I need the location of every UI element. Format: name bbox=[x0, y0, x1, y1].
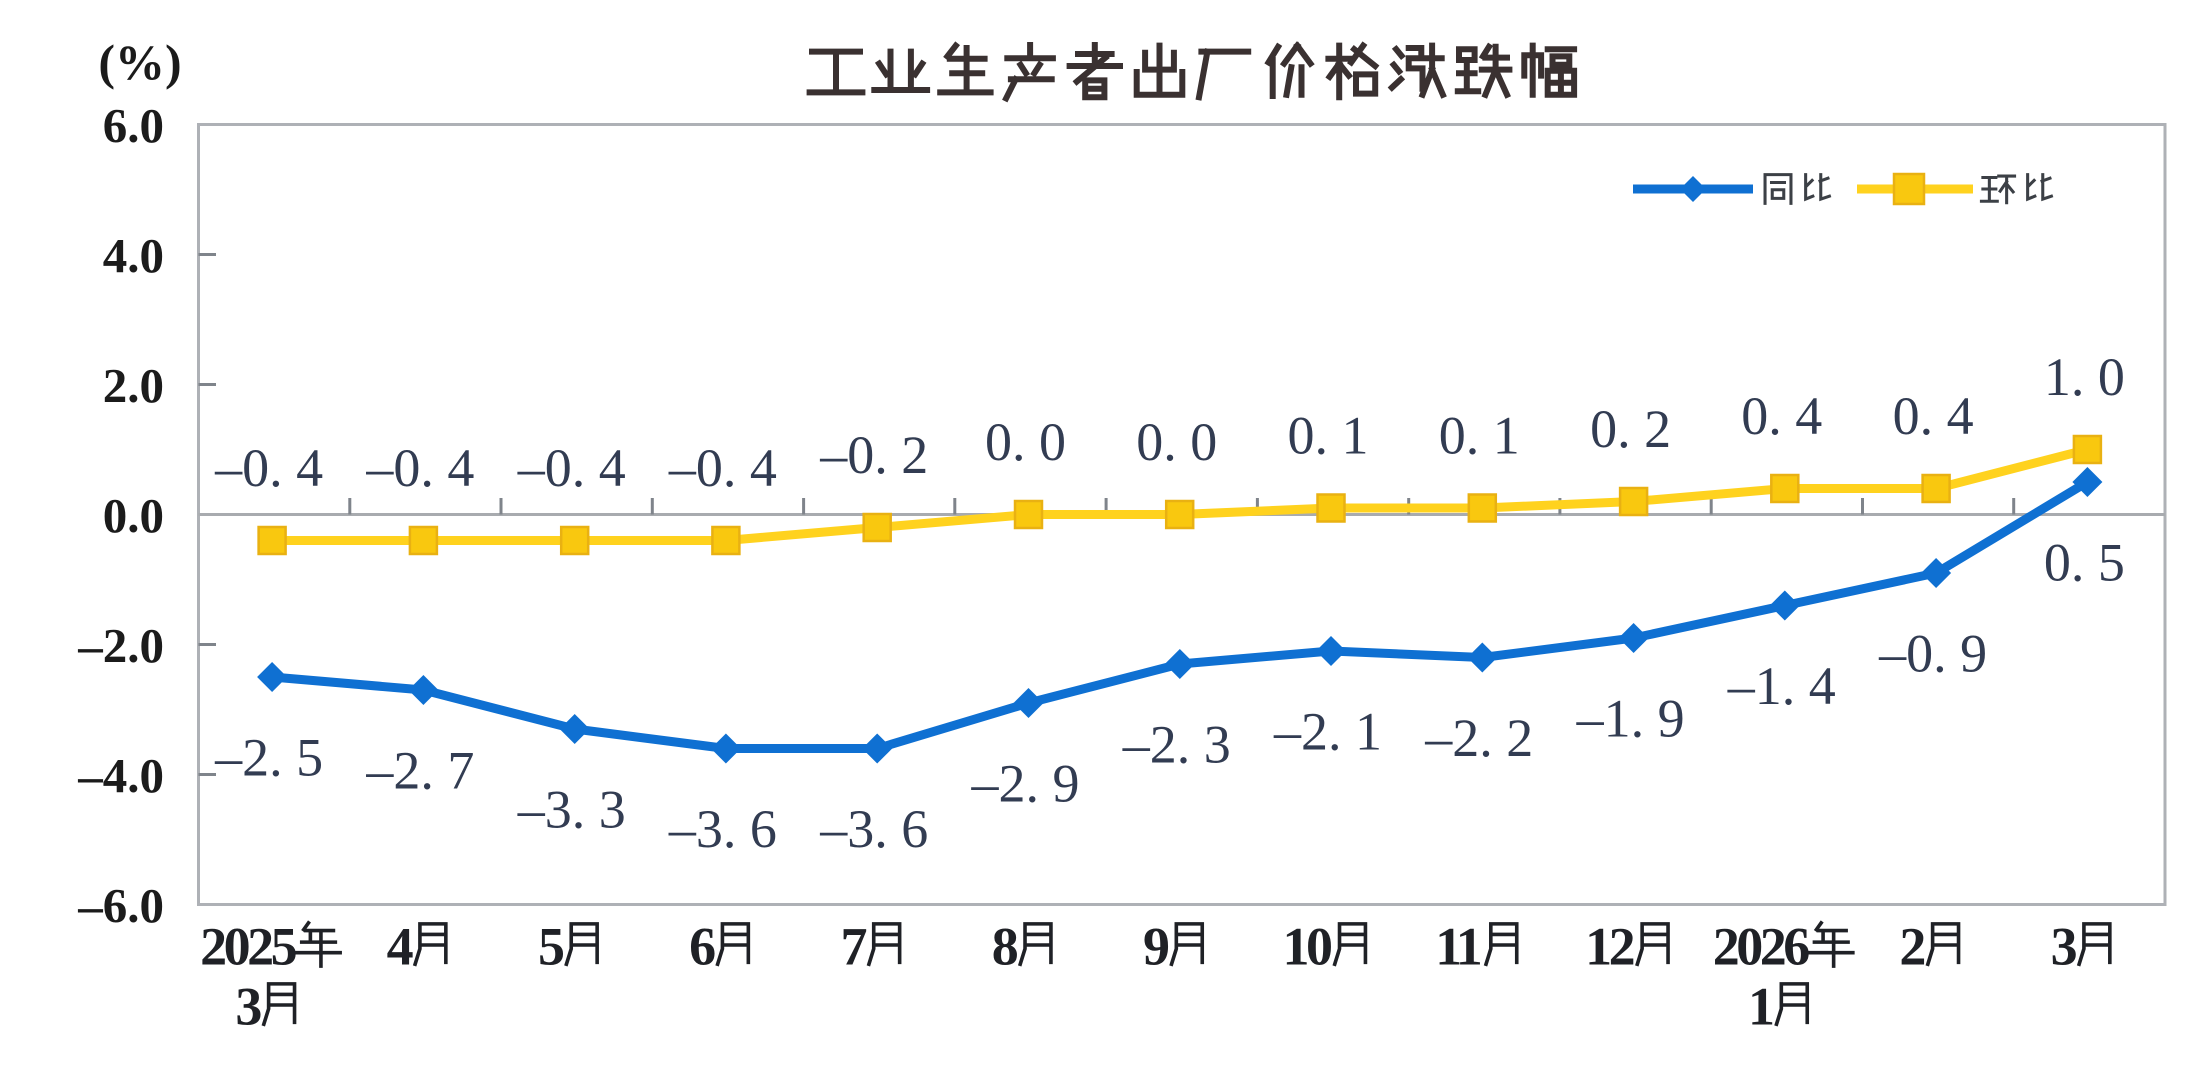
svg-text:–0. 4: –0. 4 bbox=[365, 438, 474, 498]
svg-text:–2. 3: –2. 3 bbox=[1122, 714, 1231, 774]
svg-text:–0. 4: –0. 4 bbox=[668, 438, 777, 498]
svg-text:–3. 6: –3. 6 bbox=[819, 799, 928, 859]
svg-text:0. 4: 0. 4 bbox=[1741, 386, 1822, 446]
svg-text:–0. 9: –0. 9 bbox=[1878, 623, 1987, 683]
svg-text:–2. 9: –2. 9 bbox=[971, 753, 1080, 813]
svg-text:4.0: 4.0 bbox=[103, 228, 164, 283]
svg-text:0. 1: 0. 1 bbox=[1288, 405, 1369, 465]
svg-text:0. 4: 0. 4 bbox=[1893, 386, 1974, 446]
svg-text:–1. 9: –1. 9 bbox=[1576, 688, 1685, 748]
svg-text:–2.0: –2.0 bbox=[77, 618, 164, 673]
svg-text:2.0: 2.0 bbox=[103, 358, 164, 413]
svg-text:12: 12 bbox=[1585, 916, 1634, 976]
svg-text:8: 8 bbox=[992, 916, 1018, 976]
svg-text:1: 1 bbox=[1748, 976, 1773, 1036]
svg-text:0. 0: 0. 0 bbox=[1136, 412, 1217, 472]
svg-text:–1. 4: –1. 4 bbox=[1727, 656, 1836, 716]
svg-text:–0. 4: –0. 4 bbox=[214, 438, 323, 498]
svg-text:3: 3 bbox=[235, 976, 261, 1036]
svg-text:–2. 5: –2. 5 bbox=[214, 727, 323, 787]
svg-text:0. 5: 0. 5 bbox=[2044, 532, 2125, 592]
svg-text:–2. 1: –2. 1 bbox=[1273, 701, 1382, 761]
svg-text:4: 4 bbox=[387, 916, 413, 976]
svg-text:10: 10 bbox=[1283, 916, 1332, 976]
svg-text:11: 11 bbox=[1435, 916, 1481, 976]
svg-text:2: 2 bbox=[1899, 916, 1924, 976]
svg-text:–0. 2: –0. 2 bbox=[819, 425, 928, 485]
svg-text:2026: 2026 bbox=[1713, 916, 1810, 976]
svg-text:1. 0: 1. 0 bbox=[2044, 347, 2125, 407]
svg-text:0.0: 0.0 bbox=[103, 488, 164, 543]
svg-text:–3. 6: –3. 6 bbox=[668, 799, 777, 859]
svg-text:–4.0: –4.0 bbox=[77, 748, 164, 803]
svg-text:–6.0: –6.0 bbox=[77, 878, 164, 933]
svg-text:0. 2: 0. 2 bbox=[1590, 399, 1671, 459]
svg-text:0. 0: 0. 0 bbox=[985, 412, 1066, 472]
svg-text:6.0: 6.0 bbox=[103, 98, 164, 153]
svg-text:–3. 3: –3. 3 bbox=[517, 779, 626, 839]
svg-text:6: 6 bbox=[689, 916, 715, 976]
svg-text:(%): (%) bbox=[98, 34, 181, 90]
svg-text:5: 5 bbox=[538, 916, 564, 976]
svg-text:0. 1: 0. 1 bbox=[1439, 405, 1520, 465]
svg-text:9: 9 bbox=[1143, 916, 1169, 976]
svg-text:2025: 2025 bbox=[200, 916, 297, 976]
svg-text:–2. 2: –2. 2 bbox=[1424, 708, 1533, 768]
svg-text:–0. 4: –0. 4 bbox=[517, 438, 626, 498]
svg-text:7: 7 bbox=[840, 916, 866, 976]
svg-text:3: 3 bbox=[2051, 916, 2077, 976]
svg-text:–2. 7: –2. 7 bbox=[365, 740, 474, 800]
